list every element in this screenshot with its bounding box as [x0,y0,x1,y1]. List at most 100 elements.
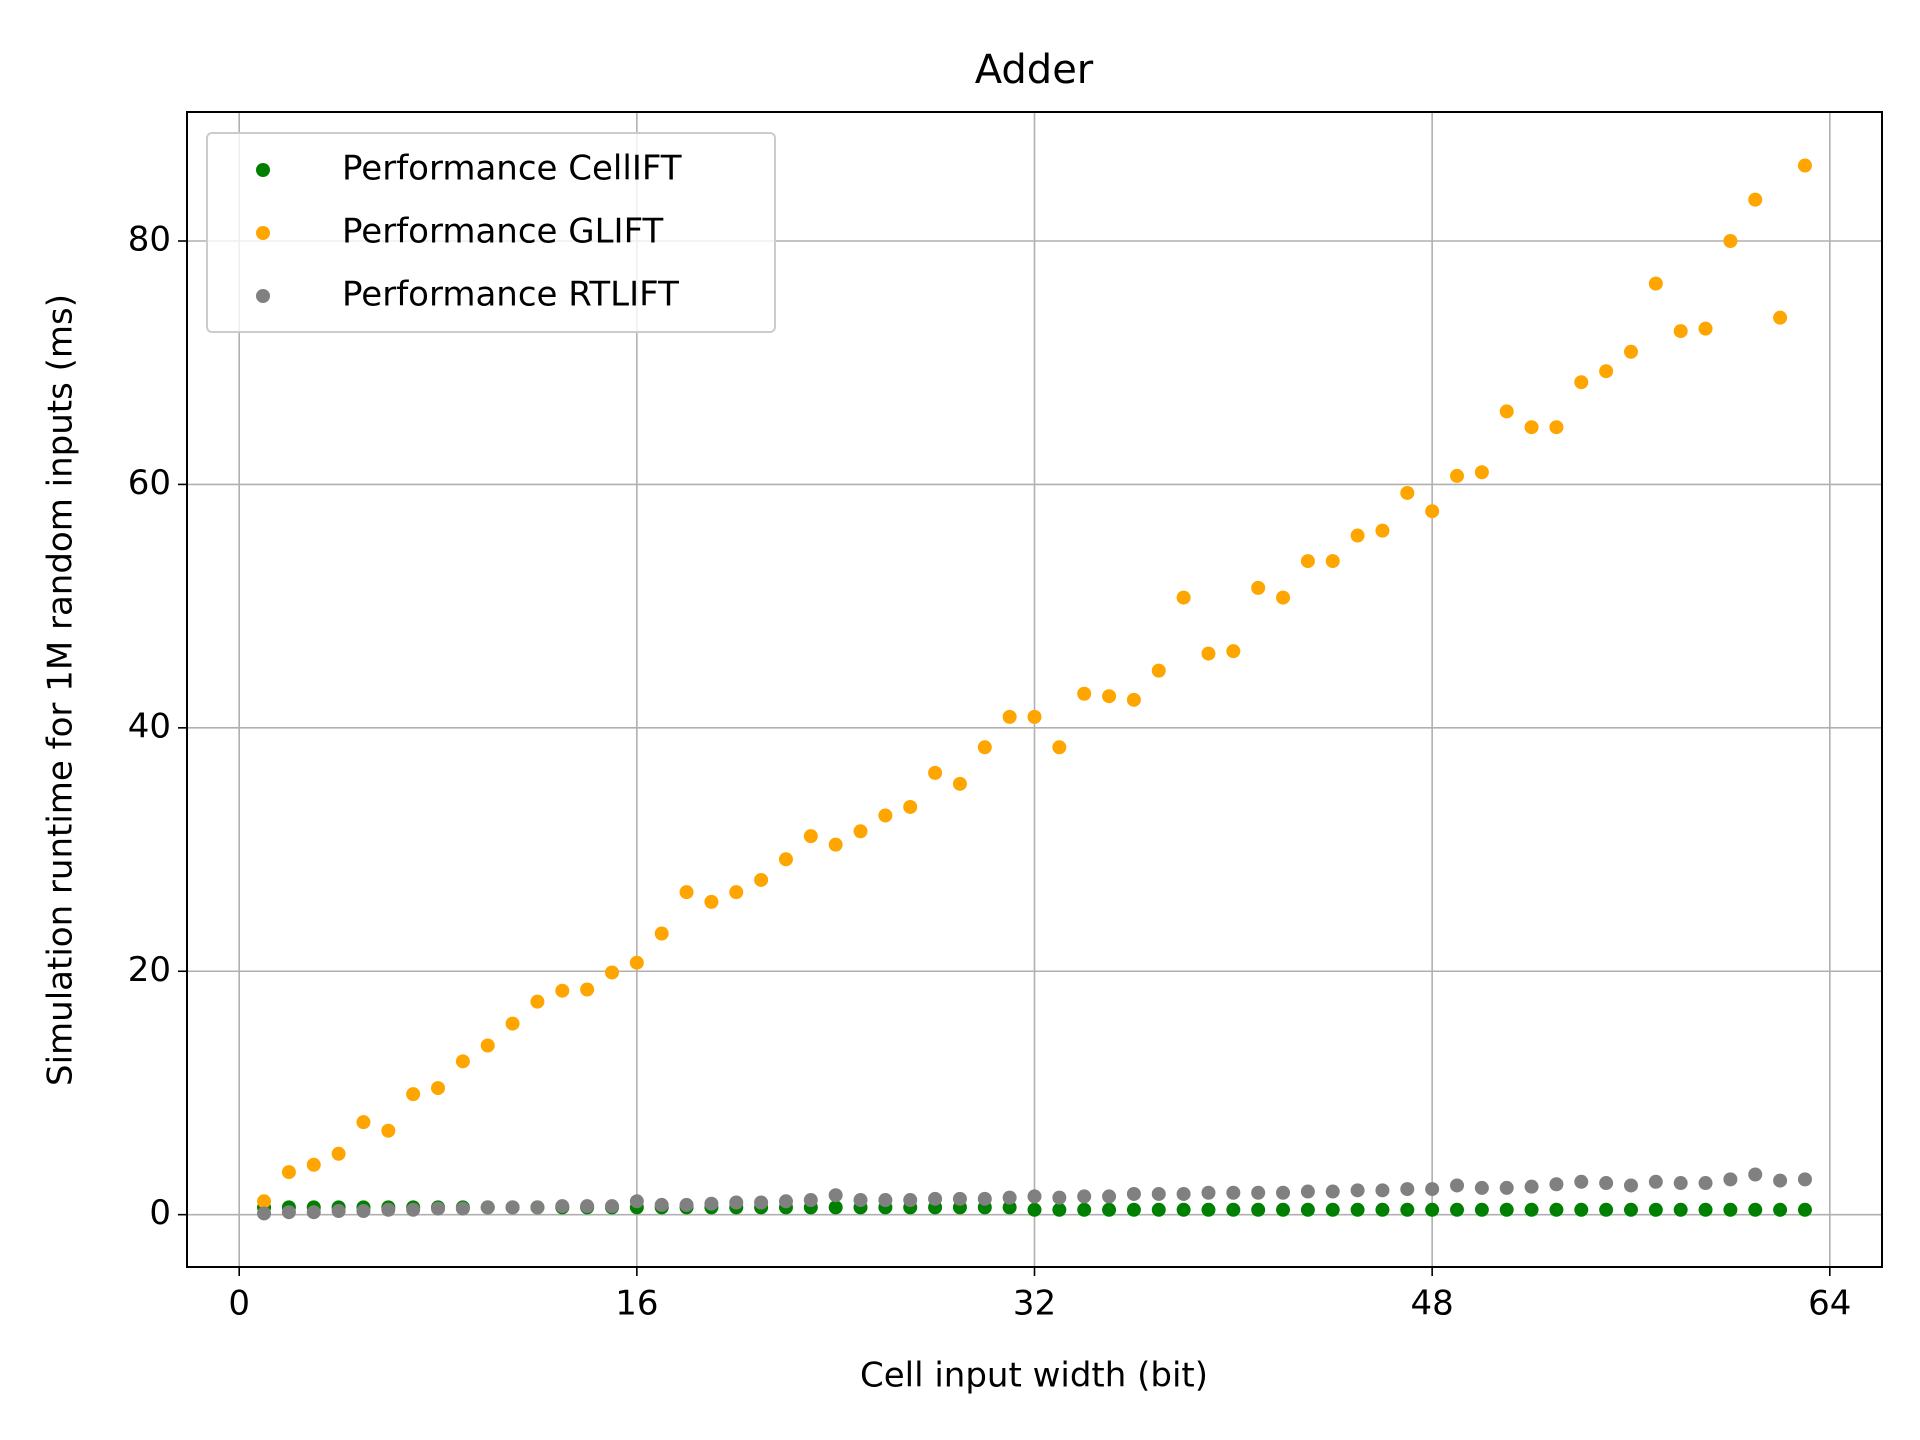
point [331,1146,346,1161]
y-tick-label: 60 [128,463,171,503]
point [431,1201,446,1216]
point [381,1202,396,1217]
point [629,955,644,970]
point [1325,1184,1340,1199]
point [1623,1202,1638,1217]
legend-marker [256,226,270,240]
point [1748,1202,1763,1217]
point [828,1200,843,1215]
point [480,1200,495,1215]
point [1226,644,1241,659]
y-axis-label: Simulation runtime for 1M random inputs … [41,294,81,1086]
point [580,982,595,997]
point [1450,1178,1465,1193]
point [704,1196,719,1211]
x-tick-label: 64 [1808,1284,1851,1324]
point [977,740,992,755]
point [1201,646,1216,661]
point [1276,1202,1291,1217]
point [754,1195,769,1210]
point [331,1204,346,1219]
point [1648,276,1663,291]
point [1797,1202,1812,1217]
point [1350,1202,1365,1217]
point [1151,663,1166,678]
point [1400,485,1415,500]
point [729,1195,744,1210]
point [704,894,719,909]
point [580,1199,595,1214]
point [1623,344,1638,359]
point [480,1038,495,1053]
point [1450,468,1465,483]
point [455,1054,470,1069]
point [977,1191,992,1206]
y-tick-label: 40 [128,706,171,746]
point [754,872,769,887]
point [1375,1202,1390,1217]
point [505,1200,520,1215]
point [257,1194,272,1209]
point [1027,1189,1042,1204]
point [1300,1184,1315,1199]
point [928,1191,943,1206]
point [1599,364,1614,379]
point [1126,1202,1141,1217]
point [1002,709,1017,724]
x-tick-label: 32 [1013,1284,1056,1324]
point [1300,1202,1315,1217]
point [1226,1202,1241,1217]
y-tick-label: 80 [128,220,171,260]
point [1102,1202,1117,1217]
point [1151,1186,1166,1201]
point [1052,1190,1067,1205]
point [1425,1182,1440,1197]
point [1748,192,1763,207]
point [306,1157,321,1172]
point [1176,1202,1191,1217]
point [629,1194,644,1209]
point [729,885,744,900]
point [1574,1202,1589,1217]
point [679,885,694,900]
point [1027,1202,1042,1217]
point [1474,465,1489,480]
point [853,824,868,839]
point [654,926,669,941]
x-tick-label: 0 [228,1284,250,1324]
point [1524,1202,1539,1217]
point [1698,1202,1713,1217]
point [1102,689,1117,704]
point [406,1202,421,1217]
point [952,1191,967,1206]
point [1549,420,1564,435]
x-tick-label: 48 [1411,1284,1454,1324]
point [604,965,619,980]
chart-title: Adder [975,47,1094,93]
point [679,1197,694,1212]
point [1126,692,1141,707]
point [1251,1185,1266,1200]
x-tick-label: 16 [615,1284,658,1324]
point [1599,1202,1614,1217]
point [1524,1179,1539,1194]
point [1052,1202,1067,1217]
point [1276,1185,1291,1200]
point [1201,1202,1216,1217]
point [505,1016,520,1031]
point [1723,1172,1738,1187]
point [778,1194,793,1209]
point [1648,1174,1663,1189]
point [1673,324,1688,339]
point [952,776,967,791]
point [903,799,918,814]
point [1325,1202,1340,1217]
point [1673,1202,1688,1217]
point [903,1193,918,1208]
point [1226,1185,1241,1200]
point [1474,1202,1489,1217]
point [1499,1202,1514,1217]
point [878,1193,893,1208]
point [1524,420,1539,435]
legend-label: Performance CellIFT [342,149,682,189]
